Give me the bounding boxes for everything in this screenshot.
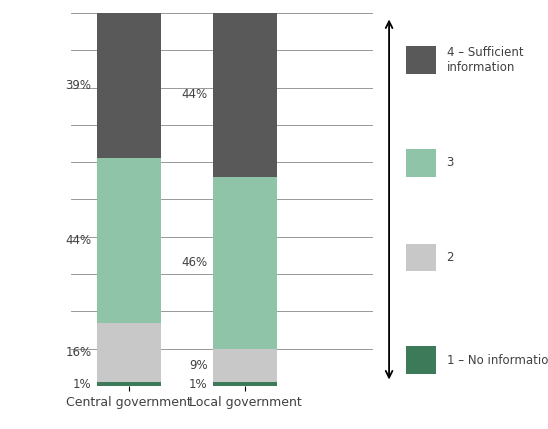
- Text: 4 – Sufficient
information: 4 – Sufficient information: [447, 46, 523, 74]
- Text: 3: 3: [447, 156, 454, 169]
- Text: 16%: 16%: [65, 346, 92, 359]
- FancyBboxPatch shape: [406, 46, 436, 74]
- Bar: [213, 13, 277, 177]
- Text: 44%: 44%: [181, 88, 208, 102]
- Bar: [213, 177, 277, 349]
- Text: 46%: 46%: [181, 257, 208, 269]
- Text: 2: 2: [447, 251, 454, 264]
- Bar: [98, 158, 161, 323]
- Text: 9%: 9%: [189, 359, 208, 372]
- Text: 1%: 1%: [189, 378, 208, 391]
- FancyBboxPatch shape: [406, 346, 436, 374]
- Bar: [213, 349, 277, 382]
- Text: 44%: 44%: [65, 234, 92, 247]
- FancyBboxPatch shape: [406, 244, 436, 272]
- Bar: [98, 323, 161, 382]
- Bar: [98, 382, 161, 386]
- FancyBboxPatch shape: [406, 149, 436, 177]
- Bar: [98, 13, 161, 158]
- Text: 39%: 39%: [66, 79, 92, 92]
- Text: 1 – No information: 1 – No information: [447, 353, 548, 367]
- Bar: [213, 382, 277, 386]
- Text: 1%: 1%: [73, 378, 92, 391]
